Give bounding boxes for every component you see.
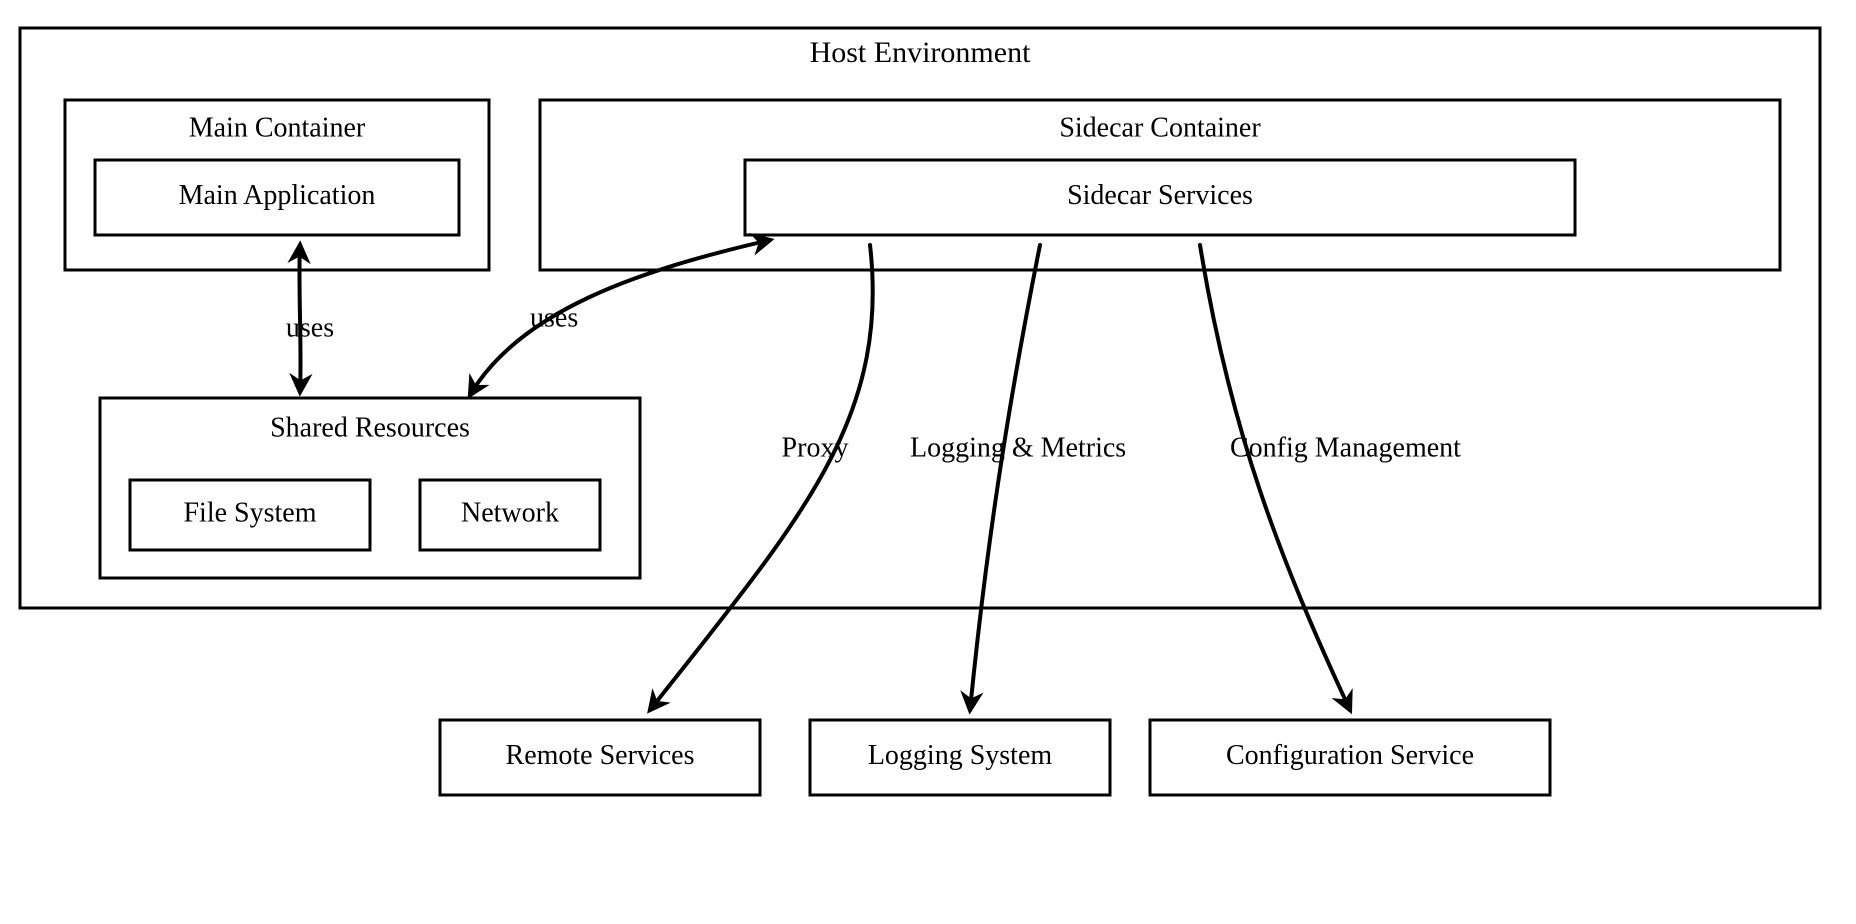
sidecar-architecture-diagram: Host Environment Main Container Main App…: [0, 0, 1856, 924]
host-environment-label: Host Environment: [810, 36, 1031, 69]
main-application-label: Main Application: [179, 180, 376, 211]
network-label: Network: [461, 497, 559, 528]
sidecar-container-label: Sidecar Container: [1059, 112, 1261, 143]
shared-resources-label: Shared Resources: [270, 412, 470, 443]
edge-logging-label: Logging & Metrics: [910, 432, 1126, 463]
edge-uses-sidecar-label: uses: [530, 302, 578, 333]
edge-uses-main-label: uses: [286, 312, 334, 343]
edge-proxy-label: Proxy: [782, 432, 849, 463]
main-container-label: Main Container: [189, 112, 366, 143]
edge-config-label: Config Management: [1230, 432, 1461, 463]
logging-system-label: Logging System: [868, 740, 1053, 771]
remote-services-label: Remote Services: [506, 740, 695, 771]
configuration-service-label: Configuration Service: [1226, 740, 1474, 771]
sidecar-services-label: Sidecar Services: [1067, 180, 1253, 211]
file-system-label: File System: [183, 497, 316, 528]
